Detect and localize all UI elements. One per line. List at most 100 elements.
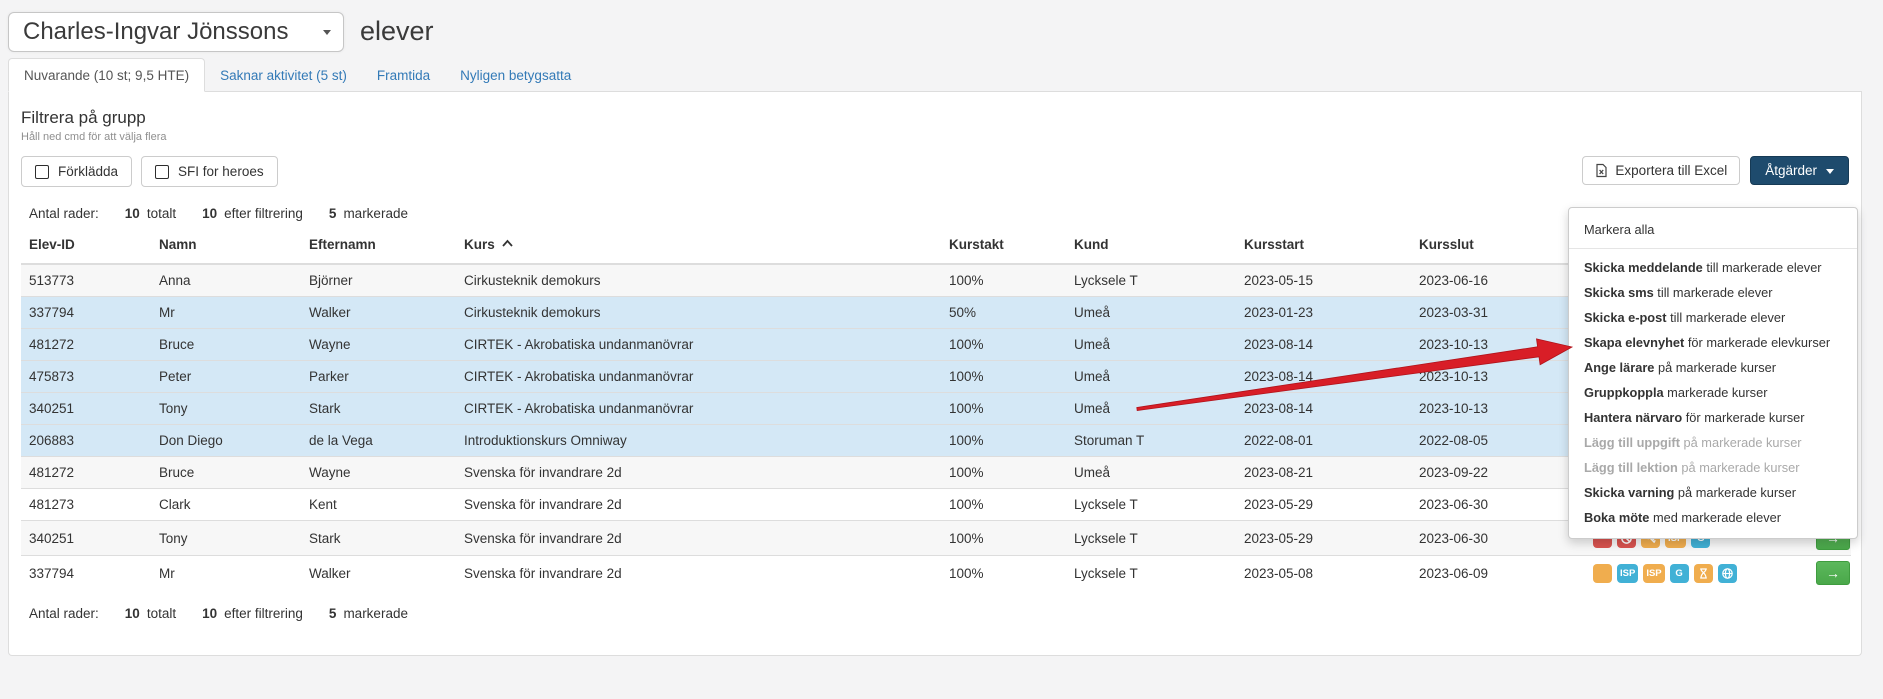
cell-kund: Umeå — [1066, 328, 1236, 361]
column-header-elev-id[interactable]: Elev-ID — [21, 229, 151, 265]
cell-kursslut: 2023-03-31 — [1411, 296, 1591, 329]
open-student-course-button[interactable]: → — [1816, 561, 1850, 585]
column-header-efternamn[interactable]: Efternamn — [301, 229, 456, 265]
cell-kund: Lycksele T — [1066, 555, 1236, 590]
globe-icon — [1717, 563, 1737, 583]
cell-kurstakt: 100% — [941, 520, 1066, 556]
column-header-namn[interactable]: Namn — [151, 229, 301, 265]
cell-kursslut: 2023-10-13 — [1411, 360, 1591, 393]
menu-item-action: Hantera närvaro — [1584, 410, 1683, 425]
cell-kursslut: 2023-10-13 — [1411, 392, 1591, 425]
cell-kund: Lycksele T — [1066, 488, 1236, 521]
table-row[interactable]: 337794 Mr Walker Svenska för invandrare 2d 1… — [21, 555, 1851, 590]
total-count-label: totalt — [146, 606, 177, 621]
cell-namn: Don Diego — [151, 424, 301, 457]
table-row[interactable]: 513773 Anna Björner Cirkusteknik demokurs 10… — [21, 264, 1851, 297]
cell-efternamn: Walker — [301, 296, 456, 329]
table-row[interactable]: 481272 Bruce Wayne Svenska för invandrare 2… — [21, 456, 1851, 489]
cell-kurstakt: 100% — [941, 488, 1066, 521]
menu-item-markera-alla[interactable]: Markera alla — [1584, 222, 1655, 237]
cell-kurs: CIRTEK - Akrobatiska undanmanövrar — [456, 360, 941, 393]
cell-kursstart: 2023-05-29 — [1236, 520, 1411, 556]
export-excel-button[interactable]: Exportera till Excel — [1582, 156, 1741, 185]
student-selector-value: Charles-Ingvar Jönssons — [23, 17, 289, 45]
cell-efternamn: Wayne — [301, 456, 456, 489]
plain-status-icon — [1593, 563, 1612, 583]
cell-namn: Anna — [159, 273, 191, 288]
cell-namn: Peter — [151, 360, 301, 393]
row-counts-label: Antal rader: — [29, 606, 99, 621]
tab-saknar-aktivitet-5-st[interactable]: Saknar aktivitet (5 st) — [220, 68, 347, 83]
selected-count-label: markerade — [343, 606, 408, 621]
cell-efternamn: Björner — [309, 273, 353, 288]
cell-efternamn: Kent — [301, 488, 456, 521]
tab-nuvarande-10-st-9-5-hte[interactable]: Nuvarande (10 st; 9,5 HTE) — [8, 58, 206, 92]
actions-button-label: Åtgärder — [1765, 163, 1817, 178]
cell-elev-id: 340251 — [21, 520, 151, 556]
menu-item-action: Lägg till lektion — [1584, 460, 1678, 475]
table-row[interactable]: 481273 Clark Kent Svenska för invandrare 2d… — [21, 488, 1851, 521]
cell-namn: Bruce — [151, 328, 301, 361]
menu-item-action: Ange lärare — [1584, 360, 1655, 375]
menu-item-boka-m-te[interactable]: Boka möte med markerade elever — [1584, 510, 1782, 525]
cell-kund: Umeå — [1066, 456, 1236, 489]
group-filter-label: Förklädda — [58, 164, 119, 179]
cell-efternamn: de la Vega — [301, 424, 456, 457]
group-filter-f-rkl-dda[interactable]: Förklädda — [21, 156, 133, 187]
tab-nyligen-betygsatta[interactable]: Nyligen betygsatta — [460, 68, 572, 83]
menu-item-ange-l-rare[interactable]: Ange lärare på markerade kurser — [1584, 360, 1777, 375]
menu-item-skicka-e-post[interactable]: Skicka e-post till markerade elever — [1584, 310, 1786, 325]
cell-elev-id: 337794 — [21, 296, 151, 329]
menu-item-action: Skicka sms — [1584, 285, 1654, 300]
column-header-kurstakt[interactable]: Kurstakt — [941, 229, 1066, 265]
cell-kursslut: 2023-10-13 — [1411, 328, 1591, 361]
cell-kursslut: 2023-09-22 — [1411, 456, 1591, 489]
page-header: Charles-Ingvar Jönssons elever — [0, 0, 1883, 56]
group-filter-sfi-for-heroes[interactable]: SFI for heroes — [141, 156, 278, 187]
menu-item-skicka-sms[interactable]: Skicka sms till markerade elever — [1584, 285, 1773, 300]
checkbox-icon — [35, 164, 49, 179]
cell-elev-id: 481272 — [21, 328, 151, 361]
filtered-count: 10 — [202, 206, 218, 221]
column-header-kund[interactable]: Kund — [1066, 229, 1236, 265]
export-excel-label: Exportera till Excel — [1615, 163, 1728, 178]
cell-kurs: Introduktionskurs Omniway — [456, 424, 941, 457]
cell-namn: Bruce — [151, 456, 301, 489]
filtered-count-label: efter filtrering — [224, 206, 303, 221]
sort-ascending-icon — [502, 239, 513, 247]
cell-kund: Storuman T — [1066, 424, 1236, 457]
row-counts-bottom: Antal rader: 10 totalt 10 efter filtrering… — [29, 606, 1849, 621]
cell-kursstart: 2023-05-29 — [1236, 488, 1411, 521]
total-count-label: totalt — [146, 206, 177, 221]
table-row[interactable]: 340251 Tony Stark Svenska för invandrare 2d… — [21, 520, 1851, 556]
cell-efternamn: Stark — [301, 520, 456, 556]
menu-item-skicka-meddelande[interactable]: Skicka meddelande till markerade elever — [1584, 260, 1822, 275]
menu-item-skapa-elevnyhet[interactable]: Skapa elevnyhet för markerade elevkurser — [1584, 335, 1831, 350]
cell-status-badges: ISP ISP G — [1591, 555, 1801, 590]
cell-kund: Umeå — [1066, 392, 1236, 425]
menu-item-action: Skicka meddelande — [1584, 260, 1703, 275]
column-header-kursslut[interactable]: Kursslut — [1411, 229, 1591, 265]
cell-kursstart: 2023-05-15 — [1244, 273, 1314, 288]
cell-kund: Umeå — [1066, 360, 1236, 393]
menu-item-gruppkoppla[interactable]: Gruppkoppla markerade kurser — [1584, 385, 1768, 400]
menu-item-skicka-varning[interactable]: Skicka varning på markerade kurser — [1584, 485, 1796, 500]
cell-kursstart: 2023-01-23 — [1236, 296, 1411, 329]
cell-namn: Tony — [151, 520, 301, 556]
cell-kurstakt: 100% — [941, 424, 1066, 457]
column-header-kursstart[interactable]: Kursstart — [1236, 229, 1411, 265]
filter-hint: Håll ned cmd för att välja flera — [21, 131, 167, 143]
menu-item-hantera-n-rvaro[interactable]: Hantera närvaro för markerade kurser — [1584, 410, 1805, 425]
total-count: 10 — [124, 206, 140, 221]
tab-framtida[interactable]: Framtida — [376, 68, 431, 83]
filtered-count: 10 — [202, 606, 218, 621]
excel-file-icon — [1596, 163, 1608, 178]
cell-efternamn: Stark — [301, 392, 456, 425]
actions-button[interactable]: Åtgärder — [1750, 156, 1849, 185]
student-selector[interactable]: Charles-Ingvar Jönssons — [8, 11, 344, 52]
cell-kurstakt: 100% — [941, 360, 1066, 393]
column-header-kurs[interactable]: Kurs — [456, 229, 941, 265]
hourglass-icon — [1693, 563, 1713, 583]
cell-elev-id: 206883 — [21, 424, 151, 457]
